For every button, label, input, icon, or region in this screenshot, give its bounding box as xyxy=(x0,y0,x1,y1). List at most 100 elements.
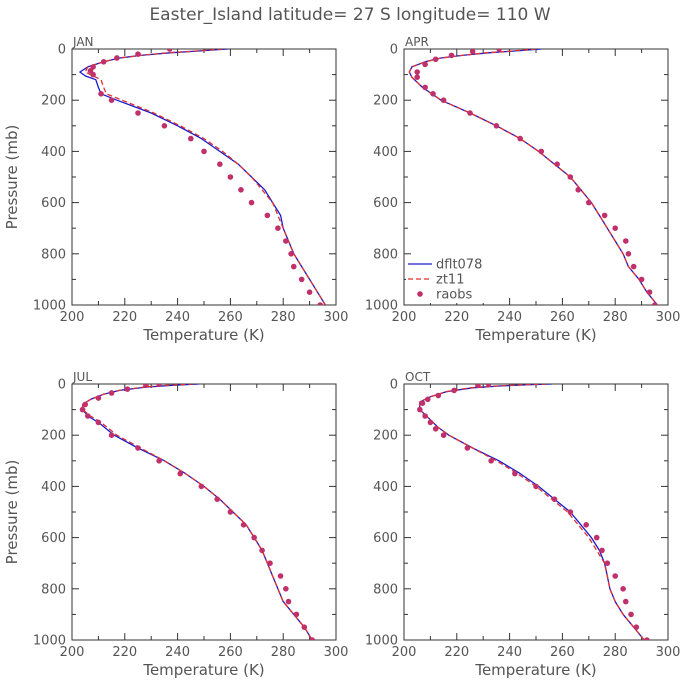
y-tick-label: 800 xyxy=(373,247,398,262)
x-tick-label: 240 xyxy=(165,310,190,325)
zt11-line xyxy=(81,384,313,640)
raobs-point xyxy=(633,624,640,630)
raobs-point xyxy=(628,611,634,618)
x-tick-label: 200 xyxy=(60,645,85,660)
dflt078-line xyxy=(81,384,313,640)
x-tick-label: 240 xyxy=(497,310,522,325)
raobs-point xyxy=(259,547,265,554)
y-tick-label: 600 xyxy=(41,531,66,546)
x-tick-label: 220 xyxy=(444,645,469,660)
x-tick-label: 280 xyxy=(603,310,628,325)
raobs-point xyxy=(251,534,257,541)
y-tick-label: 400 xyxy=(373,145,398,160)
page-title: Easter_Island latitude= 27 S longitude= … xyxy=(149,5,550,25)
y-axis-label: Pressure (mb) xyxy=(3,125,21,230)
raobs-point xyxy=(475,384,481,389)
raobs-point xyxy=(414,74,421,80)
x-tick-label: 300 xyxy=(656,310,681,325)
y-tick-label: 200 xyxy=(41,429,66,444)
y-tick-label: 800 xyxy=(41,582,66,597)
raobs-point xyxy=(567,174,574,180)
raobs-point xyxy=(622,238,629,244)
raobs-point xyxy=(422,61,428,68)
month-label: JUL xyxy=(72,370,92,384)
raobs-point xyxy=(201,148,207,155)
x-tick-label: 280 xyxy=(603,645,628,660)
raobs-point xyxy=(227,509,234,515)
raobs-point xyxy=(419,400,426,407)
y-tick-label: 200 xyxy=(373,429,398,444)
raobs-point xyxy=(309,637,316,640)
raobs-point xyxy=(599,547,605,554)
raobs-point xyxy=(485,384,492,387)
panel-jul: 200 220 240 260 280 300 0 200 400 600 800 1000 JUL Te… xyxy=(3,370,348,679)
raobs-point xyxy=(108,97,115,103)
y-tick-label: 200 xyxy=(41,94,66,109)
panels: 200 220 240 260 280 300 0 200 400 600 800 1000 JAN Te… xyxy=(3,35,680,679)
raobs-point xyxy=(277,573,284,579)
raobs-point xyxy=(306,289,313,296)
raobs-point xyxy=(188,135,194,142)
raobs-point xyxy=(317,302,323,305)
raobs-point xyxy=(469,49,476,55)
raobs-point xyxy=(283,586,289,592)
raobs-point xyxy=(424,396,431,403)
raobs-point xyxy=(95,395,102,401)
x-tick-label: 220 xyxy=(112,645,137,660)
raobs-point xyxy=(135,110,141,116)
raobs-point xyxy=(114,55,120,61)
raobs-point xyxy=(100,59,107,65)
raobs-point xyxy=(496,49,502,52)
raobs-point xyxy=(422,413,428,419)
y-tick-label: 0 xyxy=(58,43,66,58)
raobs-point xyxy=(638,276,645,283)
x-axis-label: Temperature (K) xyxy=(474,326,596,344)
raobs-point xyxy=(432,56,439,63)
y-tick-label: 400 xyxy=(41,480,66,495)
raobs-point xyxy=(493,123,500,129)
x-tick-label: 220 xyxy=(112,310,137,325)
raobs-point xyxy=(612,225,618,231)
raobs-point xyxy=(217,161,223,167)
x-tick-label: 240 xyxy=(165,645,190,660)
raobs-point xyxy=(630,263,637,270)
raobs-point xyxy=(517,135,523,142)
raobs-point xyxy=(288,251,294,257)
raobs-point xyxy=(135,51,141,57)
raobs-point xyxy=(82,401,88,408)
series-group xyxy=(417,384,650,640)
panel-apr: 200 220 240 260 280 300 0 200 400 600 800 1000 APR Te… xyxy=(365,35,681,344)
x-tick-label: 240 xyxy=(497,645,522,660)
y-tick-label: 600 xyxy=(373,531,398,546)
raobs-point xyxy=(285,598,292,605)
raobs-point xyxy=(467,110,473,116)
raobs-point xyxy=(427,419,434,426)
raobs-point xyxy=(422,84,428,91)
y-tick-label: 800 xyxy=(41,247,66,262)
panel-jan: 200 220 240 260 280 300 0 200 400 600 800 1000 JAN Te… xyxy=(3,35,348,344)
panel-oct: 200 220 240 260 280 300 0 200 400 600 800 1000 OCT Te… xyxy=(365,370,681,679)
x-tick-label: 280 xyxy=(271,645,296,660)
raobs-point xyxy=(79,406,86,413)
legend-raobs-marker xyxy=(417,291,423,297)
raobs-point xyxy=(551,496,558,503)
x-tick-label: 260 xyxy=(550,645,575,660)
raobs-point xyxy=(161,123,168,129)
y-tick-label: 1000 xyxy=(33,634,66,649)
raobs-point xyxy=(108,390,115,396)
zt11-line xyxy=(84,49,326,305)
series-group xyxy=(79,49,326,305)
dflt078-line xyxy=(79,49,326,305)
y-tick-label: 1000 xyxy=(365,299,398,314)
x-tick-label: 200 xyxy=(60,310,85,325)
x-tick-label: 300 xyxy=(656,645,681,660)
y-tick-label: 1000 xyxy=(33,299,66,314)
raobs-point xyxy=(293,611,300,618)
legend-zt11-label: zt11 xyxy=(436,273,464,288)
raobs-point xyxy=(583,522,589,528)
x-axis-label: Temperature (K) xyxy=(142,326,264,344)
x-axis-label: Temperature (K) xyxy=(474,661,596,679)
raobs-point xyxy=(567,509,574,515)
